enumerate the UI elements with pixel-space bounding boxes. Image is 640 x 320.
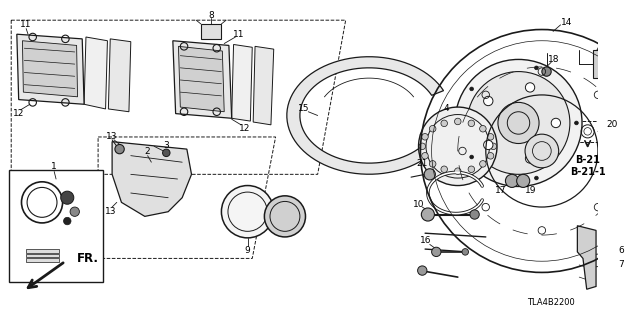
Bar (201, 24, 221, 39)
Circle shape (163, 149, 170, 156)
Circle shape (422, 133, 428, 140)
Circle shape (462, 249, 468, 255)
Polygon shape (22, 41, 77, 97)
Polygon shape (232, 44, 252, 121)
Polygon shape (577, 226, 596, 289)
Circle shape (470, 155, 474, 159)
Circle shape (534, 66, 538, 70)
Circle shape (468, 166, 475, 172)
Circle shape (575, 121, 579, 125)
Circle shape (61, 191, 74, 204)
Circle shape (419, 107, 497, 186)
Text: 13: 13 (104, 207, 116, 216)
Circle shape (422, 153, 428, 159)
Text: 12: 12 (239, 124, 250, 133)
Circle shape (429, 125, 436, 132)
Text: 1: 1 (51, 162, 57, 172)
Polygon shape (17, 34, 84, 104)
Bar (593, 50, 601, 78)
Text: 11: 11 (20, 20, 32, 29)
Text: B-21-1: B-21-1 (570, 166, 605, 177)
Circle shape (115, 144, 124, 154)
Text: 21: 21 (417, 159, 428, 168)
Circle shape (264, 196, 305, 237)
Bar (26, 254, 59, 258)
Polygon shape (253, 46, 274, 125)
Text: B-21: B-21 (575, 155, 600, 165)
Circle shape (479, 161, 486, 167)
Bar (26, 249, 59, 253)
Circle shape (454, 118, 461, 125)
Circle shape (525, 134, 559, 168)
Circle shape (525, 154, 535, 163)
Circle shape (441, 120, 447, 127)
Circle shape (490, 143, 497, 149)
Text: 8: 8 (208, 11, 214, 20)
Circle shape (487, 153, 494, 159)
Circle shape (551, 118, 561, 128)
Circle shape (70, 207, 79, 216)
Circle shape (470, 87, 474, 91)
Text: 11: 11 (232, 30, 244, 39)
Circle shape (506, 174, 518, 188)
Text: 6: 6 (618, 246, 624, 255)
Polygon shape (108, 39, 131, 112)
Text: 20: 20 (606, 120, 618, 129)
Circle shape (418, 266, 427, 275)
Circle shape (454, 168, 461, 174)
Bar (26, 259, 59, 262)
Text: 14: 14 (561, 18, 572, 27)
Circle shape (431, 247, 441, 257)
Circle shape (441, 166, 447, 172)
Polygon shape (287, 57, 444, 174)
Polygon shape (112, 142, 191, 216)
Text: 7: 7 (618, 260, 624, 268)
Circle shape (455, 60, 582, 187)
Circle shape (534, 176, 538, 180)
Circle shape (498, 102, 539, 143)
Polygon shape (179, 46, 224, 112)
Circle shape (470, 210, 479, 219)
Circle shape (468, 120, 475, 127)
Text: 2: 2 (144, 148, 150, 156)
Circle shape (516, 174, 530, 188)
Circle shape (484, 140, 493, 149)
Text: 10: 10 (413, 200, 424, 209)
Text: 19: 19 (525, 186, 536, 195)
Circle shape (221, 186, 274, 238)
Text: 18: 18 (548, 55, 560, 64)
Circle shape (63, 217, 71, 225)
Text: 9: 9 (244, 245, 250, 254)
Circle shape (484, 96, 493, 106)
Bar (10, 170, 103, 282)
Circle shape (429, 161, 436, 167)
Circle shape (487, 133, 494, 140)
Circle shape (467, 72, 570, 174)
Text: 13: 13 (106, 132, 118, 140)
Text: 12: 12 (13, 109, 24, 118)
Text: 16: 16 (420, 236, 432, 245)
Circle shape (419, 143, 426, 149)
Polygon shape (84, 37, 108, 109)
Text: 15: 15 (298, 104, 309, 114)
Circle shape (424, 169, 435, 180)
Text: 4: 4 (444, 103, 449, 113)
Text: FR.: FR. (77, 252, 99, 265)
Circle shape (421, 208, 435, 221)
Polygon shape (173, 41, 232, 118)
Text: 17: 17 (495, 186, 506, 195)
Bar (577, 121, 598, 142)
Circle shape (542, 67, 551, 76)
Circle shape (479, 125, 486, 132)
Circle shape (525, 83, 535, 92)
Text: 3: 3 (163, 141, 169, 150)
Text: TLA4B2200: TLA4B2200 (527, 298, 575, 307)
